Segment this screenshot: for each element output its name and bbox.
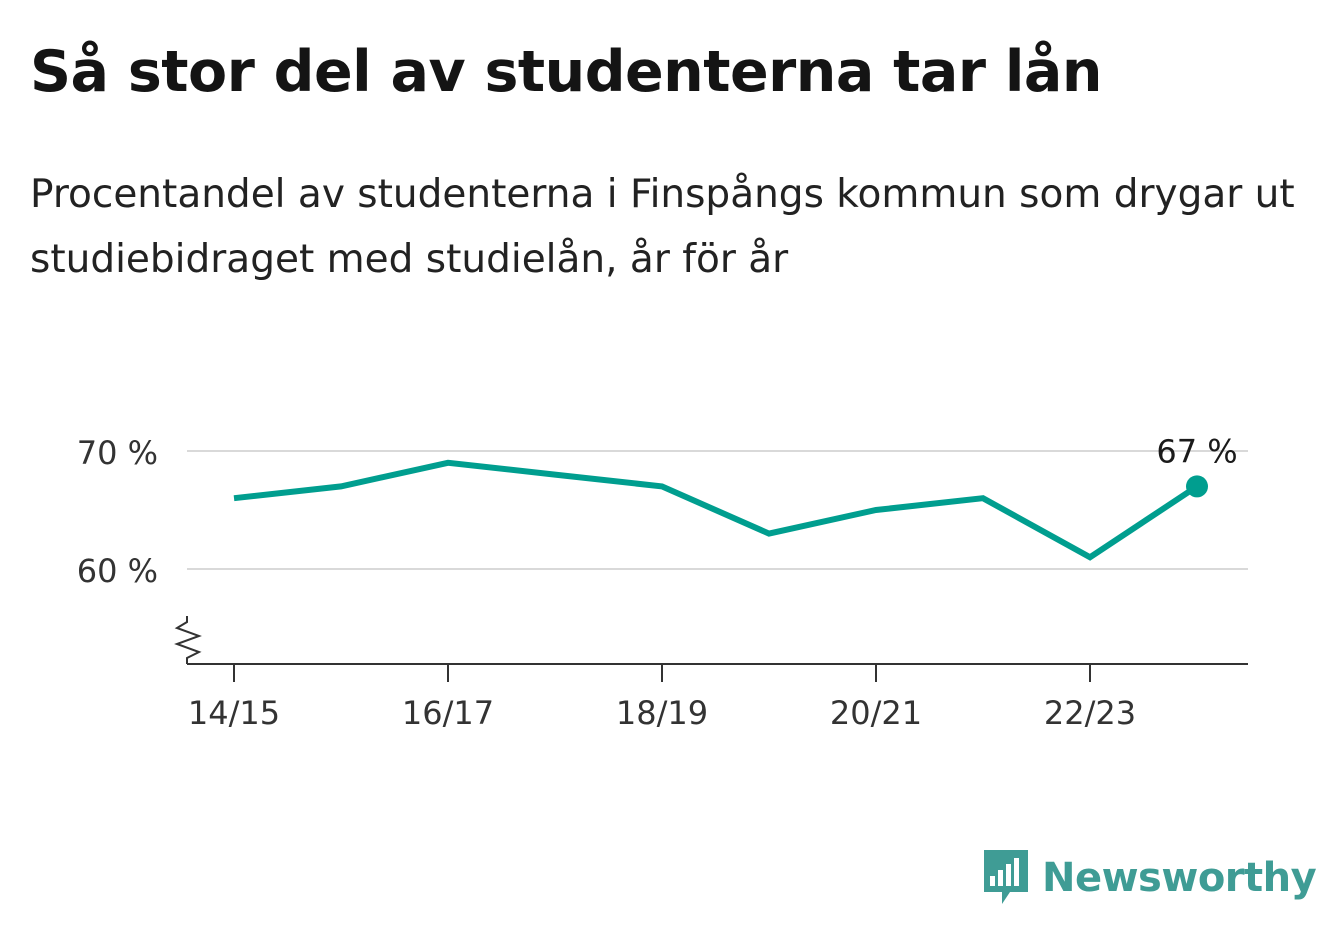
x-tick-label: 16/17 bbox=[402, 694, 494, 732]
bar-chart-bubble-icon bbox=[984, 850, 1028, 904]
series-line bbox=[233, 459, 1199, 561]
endpoint-marker bbox=[1186, 475, 1208, 498]
brand-name: Newsworthy bbox=[1042, 855, 1317, 901]
newsworthy-logo: Newsworthy bbox=[980, 848, 1317, 908]
y-tick-label: 70 % bbox=[77, 434, 158, 472]
x-tick-label: 22/23 bbox=[1044, 694, 1136, 732]
chart-title: Så stor del av studenterna tar lån bbox=[30, 39, 1102, 105]
x-tick-label: 14/15 bbox=[188, 694, 280, 732]
x-tick-label: 20/21 bbox=[830, 694, 922, 732]
x-tick-label: 18/19 bbox=[616, 694, 708, 732]
chart-subtitle: Procentandel av studenterna i Finspångs … bbox=[30, 172, 1295, 282]
labels: 60 % 70 % 14/15 16/17 18/19 20/21 22/23 67 % bbox=[77, 432, 1238, 732]
y-tick-label: 60 % bbox=[77, 552, 158, 590]
endpoint-value-label: 67 % bbox=[1156, 432, 1237, 470]
series-layer bbox=[233, 459, 1208, 561]
gridlines bbox=[187, 450, 1248, 570]
x-axis bbox=[174, 616, 1248, 682]
axis-break-icon bbox=[174, 616, 202, 664]
